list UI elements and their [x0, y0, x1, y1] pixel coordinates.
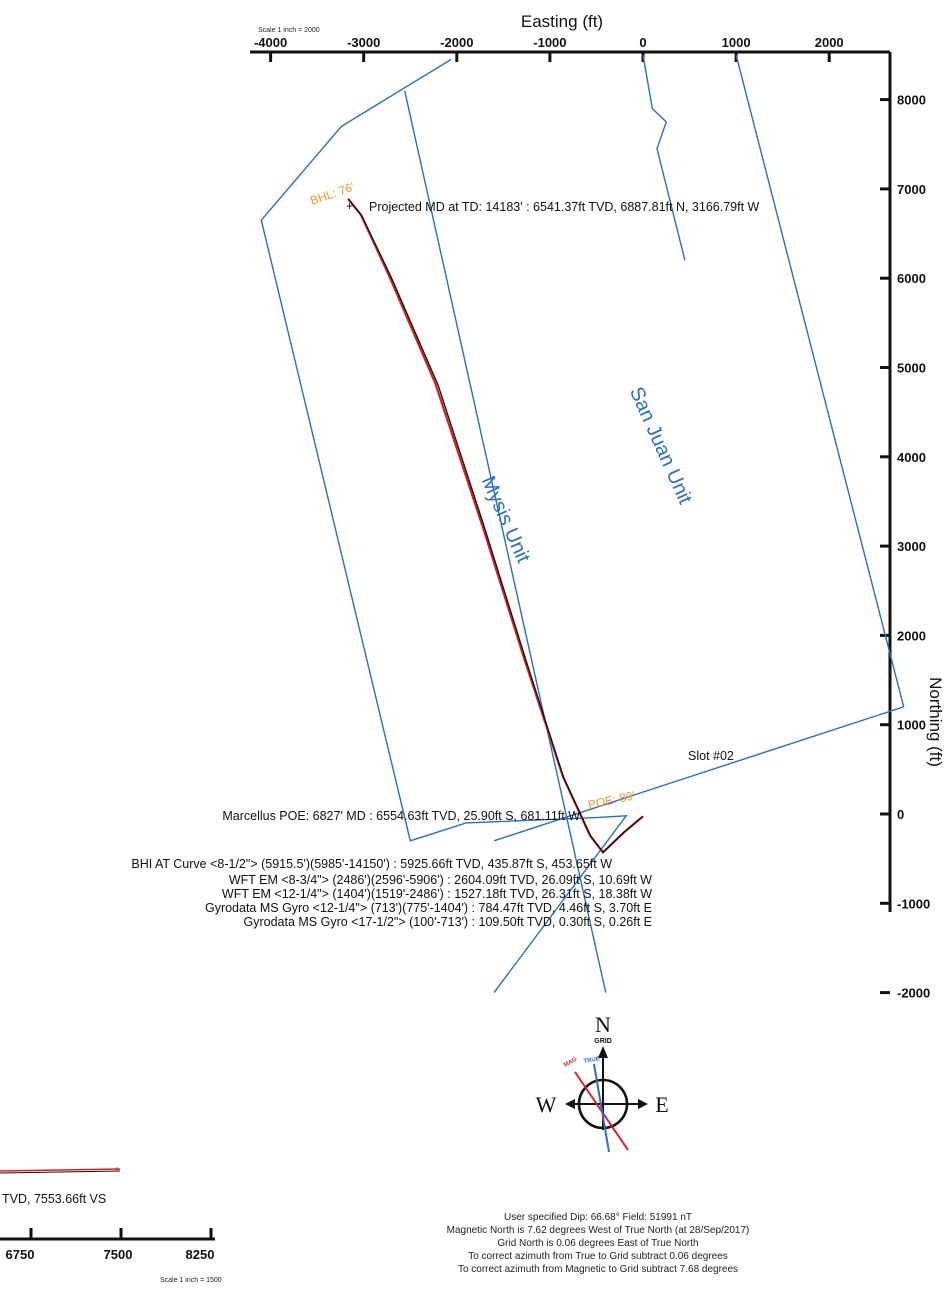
x-tick-label: 1000 — [722, 35, 751, 50]
san-juan-unit-label: San Juan Unit — [625, 384, 696, 508]
vs-end-marker: + — [114, 1165, 120, 1176]
compass-mag-label: MAG — [563, 1056, 578, 1068]
survey-line-1: BHI AT Curve <8-1/2"> (5915.5')(5985'-14… — [131, 857, 612, 871]
vertical-section-panel: + TVD, 7553.66ft VS 6750 7500 8250 Scale… — [0, 1165, 222, 1284]
unit-notch-boundary — [642, 54, 686, 261]
y-tick-label: 6000 — [897, 271, 926, 286]
compass-grid-arrowhead — [598, 1046, 608, 1058]
poe-label: POE: 89' — [587, 788, 637, 812]
x-tick-label: -3000 — [347, 35, 380, 50]
footer-line-2: Magnetic North is 7.62 degrees West of T… — [447, 1225, 750, 1236]
survey-annotations: BHI AT Curve <8-1/2"> (5915.5')(5985'-14… — [131, 857, 652, 929]
vs-tick-label-2: 7500 — [104, 1247, 133, 1262]
x-axis-ticks: -4000 -3000 -2000 -1000 0 1000 2000 — [254, 35, 844, 62]
compass-true-label: TRUE — [583, 1056, 600, 1065]
y-tick-label: -2000 — [897, 986, 930, 1001]
y-tick-label: 7000 — [897, 182, 926, 197]
x-tick-label: 0 — [639, 35, 646, 50]
y-tick-label: 8000 — [897, 93, 926, 108]
y-tick-label: 3000 — [897, 539, 926, 554]
marcellus-poe-annotation: Marcellus POE: 6827' MD : 6554.63ft TVD,… — [222, 809, 580, 823]
mysis-unit-label: Mysis Unit — [477, 473, 535, 567]
y-axis-ticks: 8000 7000 6000 5000 4000 3000 2000 1000 0 -1000 -2… — [880, 93, 930, 1001]
footer-line-5: To correct azimuth from Magnetic to Grid… — [458, 1264, 738, 1275]
san-juan-east-boundary — [735, 54, 905, 708]
vs-scale-note: Scale 1 inch = 1500 — [160, 1277, 222, 1284]
compass-true-arrow — [593, 1063, 610, 1153]
y-tick-label: 5000 — [897, 361, 926, 376]
y-axis-title: Northing (ft) — [926, 677, 945, 767]
north-compass: N GRID MAG TRUE W E — [536, 1012, 669, 1153]
vs-red-line — [0, 1168, 121, 1172]
compass-n-label: N — [595, 1012, 611, 1037]
wellpath-actual — [347, 198, 644, 854]
x-tick-label: -4000 — [254, 35, 287, 50]
footer-line-1: User specified Dip: 66.68° Field: 51991 … — [504, 1212, 692, 1223]
magnetic-footer: User specified Dip: 66.68° Field: 51991 … — [447, 1212, 750, 1275]
mysis-unit-boundary — [260, 58, 628, 994]
compass-e-arrowhead — [638, 1099, 648, 1109]
slot-label: Slot #02 — [688, 749, 734, 763]
x-tick-label: -2000 — [440, 35, 473, 50]
bhl-marker: + — [346, 199, 353, 213]
compass-w-arrowhead — [565, 1099, 575, 1109]
projected-td-annotation: Projected MD at TD: 14183' : 6541.37ft T… — [369, 200, 760, 214]
survey-line-3: WFT EM <12-1/4"> (1404')(1519'-2486') : … — [222, 887, 652, 901]
survey-line-2: WFT EM <8-3/4"> (2486')(2596'-5906') : 2… — [229, 873, 652, 887]
x-tick-label: 2000 — [815, 35, 844, 50]
compass-e-label: E — [655, 1092, 668, 1117]
scale-note-top: Scale 1 inch = 2000 — [258, 27, 320, 34]
y-tick-label: 1000 — [897, 718, 926, 733]
vs-black-line — [0, 1170, 121, 1174]
footer-line-3: Grid North is 0.06 degrees East of True … — [497, 1238, 698, 1249]
y-tick-label: 4000 — [897, 450, 926, 465]
compass-grid-label: GRID — [594, 1038, 612, 1045]
y-tick-label: 2000 — [897, 628, 926, 643]
x-axis-title: Easting (ft) — [521, 12, 603, 31]
slot-boundary-line — [493, 706, 904, 842]
y-tick-label: -1000 — [897, 896, 930, 911]
wellpath-planned — [347, 198, 644, 855]
footer-line-4: To correct azimuth from True to Grid sub… — [468, 1251, 728, 1262]
vs-tick-label-3: 8250 — [186, 1247, 215, 1262]
survey-line-4: Gyrodata MS Gyro <12-1/4"> (713')(775'-1… — [205, 901, 652, 915]
survey-line-5: Gyrodata MS Gyro <17-1/2"> (100'-713') :… — [243, 915, 652, 929]
compass-circle — [577, 1078, 629, 1130]
vs-label: TVD, 7553.66ft VS — [2, 1192, 106, 1206]
x-tick-label: -1000 — [533, 35, 566, 50]
vs-tick-label-1: 6750 — [6, 1247, 35, 1262]
compass-w-label: W — [536, 1092, 557, 1117]
y-tick-label: 0 — [897, 807, 904, 822]
san-juan-west-boundary — [403, 90, 607, 993]
